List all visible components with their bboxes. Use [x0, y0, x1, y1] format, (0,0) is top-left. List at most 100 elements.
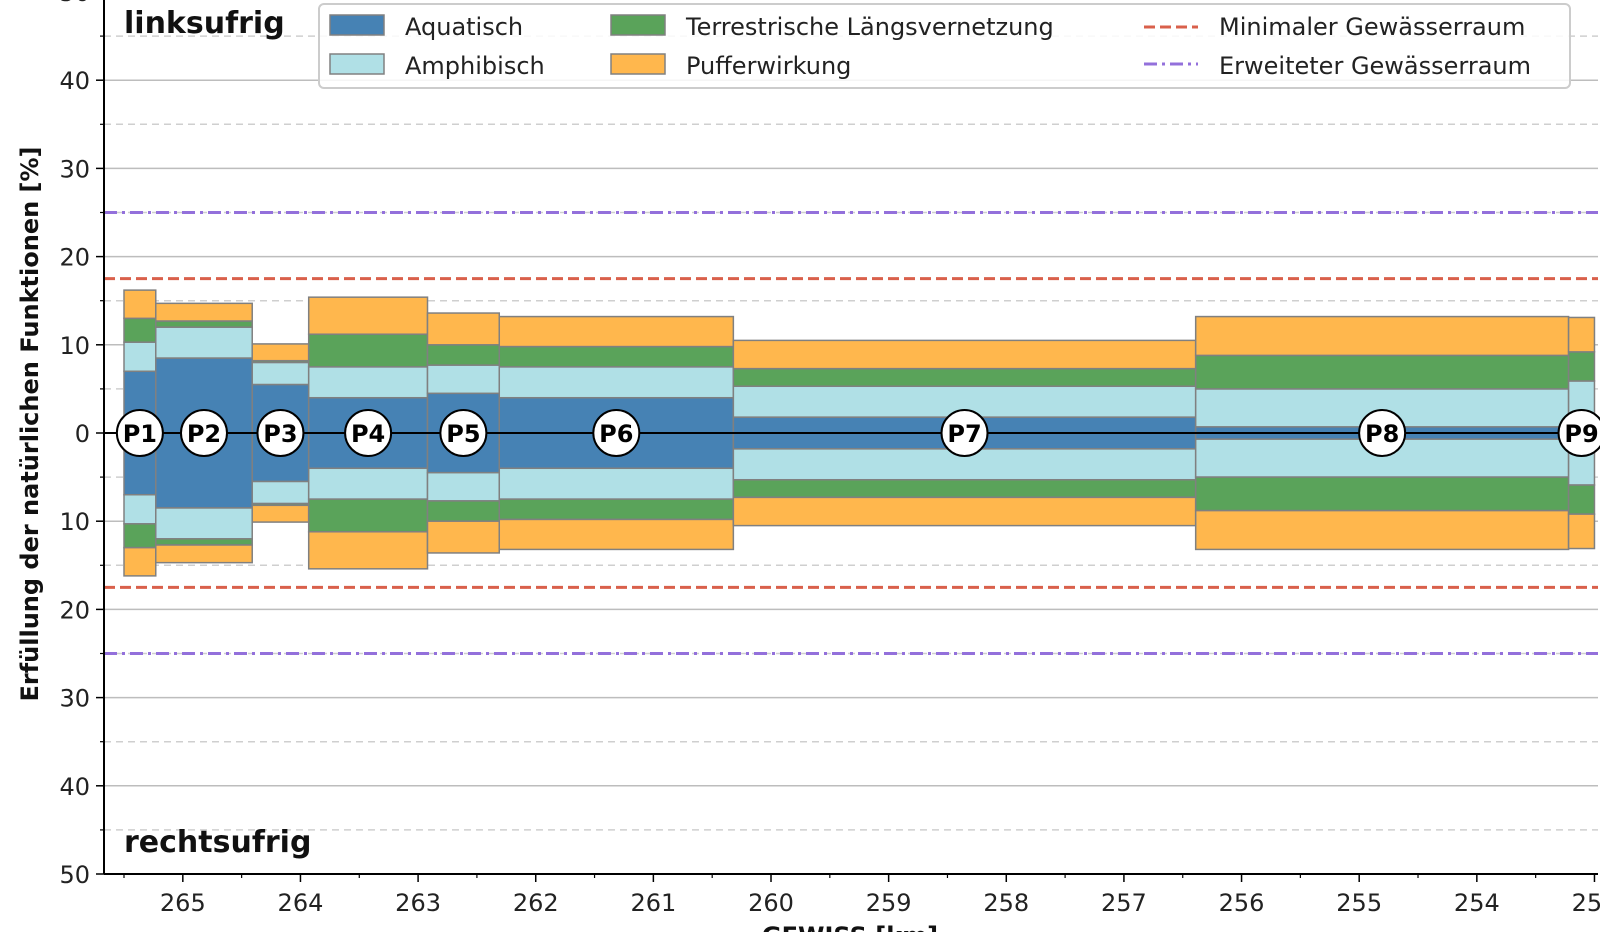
- bar-amphibisch-p5-left: [426, 364, 501, 395]
- segment-marker-label: P2: [187, 420, 221, 448]
- x-tick-label: 257: [1101, 889, 1147, 917]
- bar-puffer-p2-left: [155, 302, 253, 322]
- bar-terrestrisch-p8-left: [1194, 354, 1570, 390]
- x-tick-label: 255: [1336, 889, 1382, 917]
- segment-marker-p5: [439, 409, 488, 457]
- bar-puffer-p7-right: [732, 496, 1197, 527]
- segment-marker-label: P1: [123, 420, 157, 448]
- bar-amphibisch-p2-left: [155, 326, 253, 359]
- bar-amphibisch-p5-right: [426, 471, 501, 502]
- bar-puffer-p8-left: [1194, 315, 1570, 357]
- segment-marker-label: P7: [947, 420, 981, 448]
- bar-amphibisch-p3-right: [251, 480, 310, 505]
- bar-amphibisch-p2-right: [155, 507, 253, 540]
- y-tick-label: 50: [59, 861, 90, 889]
- y-tick-label: 50: [59, 0, 90, 7]
- x-tick-label: 261: [630, 889, 676, 917]
- y-tick-label: 20: [59, 244, 90, 272]
- legend-swatch-terrestrisch: [610, 14, 666, 36]
- y-tick-label: 0: [75, 420, 90, 448]
- bar-terrestrisch-p9-right: [1567, 484, 1596, 515]
- legend-swatch-amphibisch: [329, 53, 385, 75]
- segment-marker-p6: [592, 409, 641, 457]
- bar-puffer-p4-left: [307, 296, 429, 335]
- legend: Aquatisch Amphibisch Terrestrische Längs…: [318, 3, 1571, 89]
- y-tick-label: 40: [59, 67, 90, 95]
- x-tick-label: 256: [1219, 889, 1265, 917]
- y-tick-label: 20: [59, 596, 90, 624]
- segment-marker-p2: [179, 409, 228, 457]
- legend-label-amphibisch: Amphibisch: [405, 52, 545, 80]
- x-tick-label: 254: [1454, 889, 1500, 917]
- bar-puffer-p3-left: [251, 343, 310, 362]
- bar-puffer-p9-left: [1567, 316, 1596, 353]
- bar-puffer-p6-right: [498, 518, 735, 551]
- segment-marker-p4: [344, 409, 393, 457]
- y-tick-label: 30: [59, 685, 90, 713]
- bar-terrestrisch-p2-left: [155, 320, 253, 328]
- bar-terrestrisch-p1-right: [123, 523, 157, 549]
- bar-puffer-p2-right: [155, 544, 253, 564]
- bar-amphibisch-p1-right: [123, 493, 157, 525]
- bar-puffer-p6-left: [498, 315, 735, 348]
- bar-puffer-p3-right: [251, 504, 310, 523]
- legend-label-terrestrisch: Terrestrische Längsvernetzung: [685, 13, 1054, 41]
- segment-marker-label: P9: [1564, 420, 1598, 448]
- legend-label-ext: Erweiteter Gewässerraum: [1219, 52, 1531, 80]
- bar-terrestrisch-p4-right: [307, 498, 429, 533]
- bar-puffer-p8-right: [1194, 509, 1570, 551]
- x-tick-label: 262: [513, 889, 559, 917]
- y-axis-label: Erfüllung der natürlichen Funktionen [%]: [16, 146, 44, 701]
- legend-label-aquatisch: Aquatisch: [405, 13, 523, 41]
- bar-amphibisch-p1-left: [123, 341, 157, 373]
- bar-terrestrisch-p6-left: [498, 345, 735, 368]
- axes: 50 40 30 20 10 0 10 20 30 40 50 265 264 263 262 261 260 2…: [59, 0, 1600, 917]
- bar-terrestrisch-p9-left: [1567, 351, 1596, 382]
- bar-puffer-p7-left: [732, 339, 1197, 370]
- top-side-label: linksufrig: [124, 6, 285, 41]
- bar-amphibisch-p6-right: [498, 467, 735, 500]
- bar-terrestrisch-p7-right: [732, 478, 1197, 499]
- x-tick-label: 260: [748, 889, 794, 917]
- bar-terrestrisch-p5-left: [426, 344, 501, 366]
- y-tick-label: 10: [59, 508, 90, 536]
- x-tick-label: 253: [1572, 889, 1600, 917]
- segment-marker-p7: [940, 409, 989, 457]
- bar-puffer-p5-left: [426, 312, 501, 346]
- legend-swatch-aquatisch: [329, 14, 385, 36]
- segment-marker-p8: [1358, 409, 1407, 457]
- x-axis-label: GEWISS [km]: [762, 922, 938, 932]
- segment-marker-p9: [1557, 409, 1600, 457]
- bar-terrestrisch-p5-right: [426, 500, 501, 522]
- bar-terrestrisch-p1-left: [123, 317, 157, 343]
- legend-swatch-puffer: [610, 53, 666, 75]
- bar-puffer-p4-right: [307, 531, 429, 570]
- bar-puffer-p5-right: [426, 520, 501, 554]
- segment-markers: P1 P2 P3 P4 P5 P6 P7 P8 P9: [115, 409, 1600, 457]
- segment-marker-p1: [115, 409, 164, 457]
- legend-label-min: Minimaler Gewässerraum: [1219, 13, 1525, 41]
- bar-puffer-p1-left: [123, 289, 157, 320]
- bar-terrestrisch-p8-right: [1194, 476, 1570, 512]
- y-tick-label: 30: [59, 155, 90, 183]
- segment-marker-p3: [256, 409, 305, 457]
- bar-amphibisch-p6-left: [498, 366, 735, 399]
- bar-terrestrisch-p2-right: [155, 538, 253, 546]
- x-tick-label: 258: [983, 889, 1029, 917]
- bottom-side-label: rechtsufrig: [124, 825, 311, 860]
- y-tick-label: 10: [59, 332, 90, 360]
- bar-puffer-p1-right: [123, 546, 157, 577]
- y-tick-label: 40: [59, 773, 90, 801]
- segment-marker-label: P4: [351, 420, 385, 448]
- segment-marker-label: P6: [599, 420, 633, 448]
- bar-amphibisch-p4-left: [307, 366, 429, 399]
- bar-terrestrisch-p7-left: [732, 367, 1197, 388]
- x-tick-label: 265: [160, 889, 206, 917]
- bar-puffer-p9-right: [1567, 513, 1596, 550]
- segment-marker-label: P8: [1365, 420, 1399, 448]
- x-tick-label: 264: [278, 889, 324, 917]
- bar-amphibisch-p3-left: [251, 361, 310, 386]
- segment-marker-label: P5: [446, 420, 480, 448]
- bar-terrestrisch-p6-right: [498, 498, 735, 521]
